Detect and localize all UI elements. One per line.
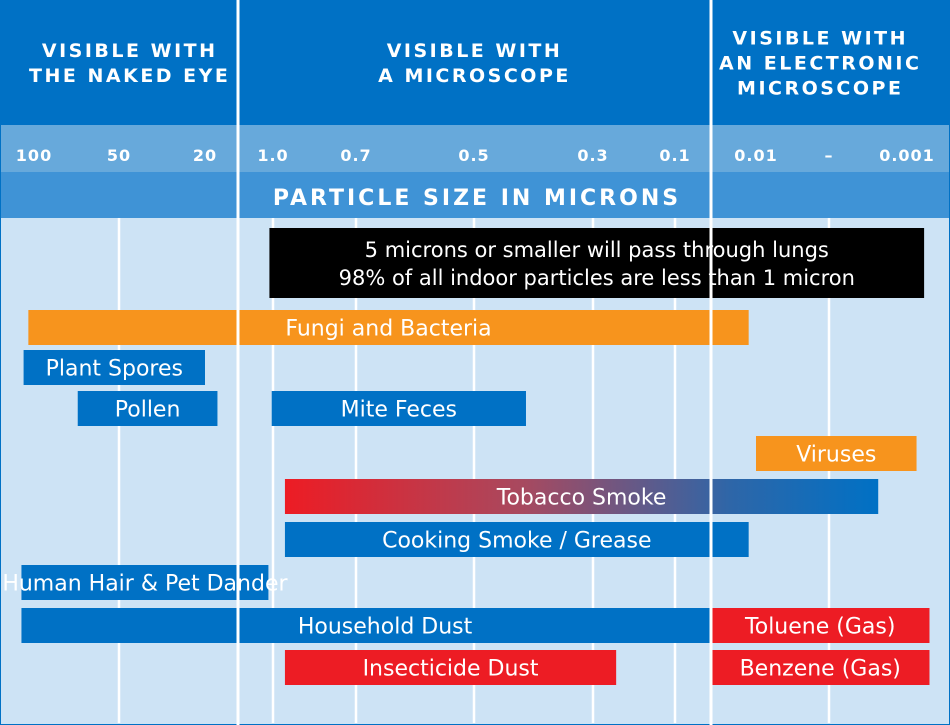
bar-rect (711, 650, 930, 685)
bar-label: Household Dust (298, 615, 473, 640)
bar-label: Plant Spores (46, 357, 183, 382)
bar-rect (21, 565, 269, 600)
bar-label: Viruses (796, 443, 876, 468)
section-header-line: THE NAKED EYE (29, 65, 230, 87)
section-header-line: VISIBLE WITH (732, 28, 908, 50)
chart-title: PARTICLE SIZE IN MICRONS (273, 186, 681, 211)
bar-rect (77, 391, 218, 426)
bar-rect (271, 391, 526, 426)
tick-label-0-01: 0.01 (734, 146, 777, 165)
bar-tobacco-smoke: Tobacco Smoke (284, 479, 879, 514)
section-header-line: VISIBLE WITH (42, 40, 218, 62)
section-header-3: VISIBLE WITH AN ELECTRONIC MICROSCOPE (719, 28, 921, 100)
section-header-line: A MICROSCOPE (378, 65, 571, 87)
bar-label: Toluene (Gas) (744, 615, 895, 640)
bar-cooking-smoke-grease: Cooking Smoke / Grease (284, 522, 749, 557)
header-band (0, 0, 950, 125)
tick-label-0-1: 0.1 (659, 146, 690, 165)
bar-label: Fungi and Bacteria (285, 317, 491, 342)
tick-label-0-3: 0.3 (577, 146, 608, 165)
section-header-line: AN ELECTRONIC (719, 53, 921, 75)
bar-mite-feces: Mite Feces (271, 391, 526, 426)
bar-benzene-gas: Benzene (Gas) (711, 650, 930, 685)
bar-label: Pollen (115, 398, 181, 423)
bar-insecticide-dust: Insecticide Dust (284, 650, 617, 685)
tick-label-50: 50 (107, 146, 131, 165)
section-dividers (236, 0, 713, 725)
title-band-bg (0, 172, 950, 218)
bar-label: Insecticide Dust (363, 657, 539, 682)
section-header-line: MICROSCOPE (737, 78, 903, 100)
tick-label-0-001: 0.001 (879, 146, 935, 165)
bar-rect (284, 479, 879, 514)
bar-plant-spores: Plant Spores (23, 350, 206, 385)
bar-fungi-and-bacteria: Fungi and Bacteria (28, 310, 749, 345)
bar-label: Tobacco Smoke (496, 486, 667, 511)
range-bars: Fungi and Bacteria Plant Spores Pollen Viru… (2, 310, 930, 685)
note-line-1: 5 microns or smaller will pass through l… (365, 238, 829, 262)
tick-label-1-0: 1.0 (257, 146, 288, 165)
section-header-line: VISIBLE WITH (387, 40, 563, 62)
bar-toluene-gas: Toluene (Gas) (711, 608, 930, 643)
bar-household-dust: Household Dust (21, 608, 749, 643)
bar-rect (23, 350, 206, 385)
bar-rect (284, 522, 749, 557)
tick-label-: – (825, 146, 834, 165)
tick-label-20: 20 (193, 146, 217, 165)
note-line-2: 98% of all indoor particles are less tha… (339, 266, 855, 290)
bar-rect (711, 608, 930, 643)
bar-viruses: Viruses (756, 436, 917, 471)
bar-rect (284, 650, 617, 685)
tick-label-0-5: 0.5 (458, 146, 489, 165)
section-headers: VISIBLE WITH THE NAKED EYE VISIBLE WITH A M… (29, 28, 921, 100)
tick-band (0, 125, 950, 172)
bar-label: Mite Feces (341, 398, 457, 423)
bar-label: Cooking Smoke / Grease (382, 529, 651, 554)
note-box: 5 microns or smaller will pass through l… (269, 228, 925, 298)
bar-label: Human Hair & Pet Dander (2, 572, 288, 597)
bar-rect (28, 310, 749, 345)
tick-labels: 100 50 20 1.0 0.7 0.5 0.3 0.1 0.01 – 0.001 (16, 146, 935, 165)
note-box-bg (269, 228, 925, 298)
title-band: PARTICLE SIZE IN MICRONS (273, 186, 681, 211)
bar-rect (756, 436, 917, 471)
bar-human-hair-pet-dander: Human Hair & Pet Dander (2, 565, 288, 600)
tick-label-0-7: 0.7 (340, 146, 371, 165)
tick-label-100: 100 (16, 146, 52, 165)
bar-rect (21, 608, 749, 643)
bar-label: Benzene (Gas) (740, 657, 901, 682)
section-header-2: VISIBLE WITH A MICROSCOPE (378, 40, 571, 87)
bar-pollen: Pollen (77, 391, 218, 426)
section-header-1: VISIBLE WITH THE NAKED EYE (29, 40, 230, 87)
